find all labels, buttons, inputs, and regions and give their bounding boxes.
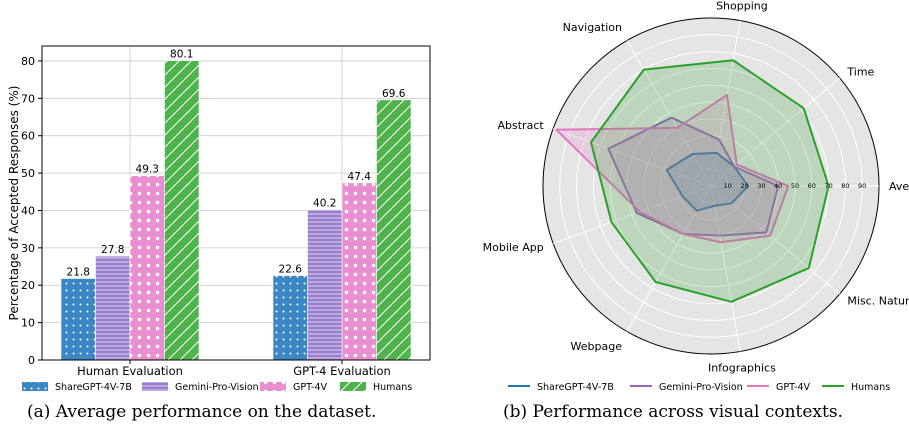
radar-axis-label-5: Mobile App	[483, 241, 544, 254]
bar-data-label: 49.3	[136, 164, 159, 176]
radar-axis-label-6: Webpage	[571, 340, 623, 353]
radar-axis-label-3: Navigation	[563, 21, 622, 34]
bar-chart: 21.8 27.8 49.3 80.1 22.6 40.2 47.4 69.6 0 10 20 30…	[7, 45, 431, 393]
radar-r-tick-label: 90	[858, 182, 866, 190]
bar-x-ticks: Human Evaluation GPT-4 Evaluation	[77, 360, 391, 378]
bar-legend-label-0: ShareGPT-4V-7B	[55, 382, 132, 393]
bar-1-0	[95, 255, 131, 361]
radar-axis-label-1: Time	[846, 66, 874, 79]
radar-legend-label-1: Gemini-Pro-Vision	[659, 382, 743, 393]
radar-axis-labels: Average Time Shopping Navigation Abstract Mob…	[483, 0, 909, 374]
radar-spoke	[710, 185, 741, 352]
bar-y-tick-label: 10	[21, 317, 35, 330]
radar-axis-label-4: Abstract	[498, 119, 545, 132]
radar-spoke	[710, 185, 841, 295]
radar-r-tick-label: 20	[740, 182, 748, 190]
bar-y-tick-label: 70	[21, 92, 35, 105]
bar-3-0	[164, 60, 200, 361]
bar-legend-label-2: GPT-4V	[293, 382, 327, 393]
radar-spoke	[626, 40, 712, 187]
bar-x-tick-label: GPT-4 Evaluation	[293, 364, 391, 378]
radar-r-tick-label: 60	[808, 182, 816, 190]
radar-axis-label-8: Misc. Natural Scenes	[847, 294, 909, 307]
radar-gridlines	[552, 20, 879, 352]
bar-y-tick-label: 20	[21, 279, 35, 292]
bar-0-0	[60, 278, 96, 361]
radar-r-tick-label: 40	[774, 182, 782, 190]
bar-data-label: 69.6	[382, 88, 406, 100]
radar-axis-label-7: Infographics	[708, 361, 776, 374]
bar-legend-label-1: Gemini-Pro-Vision	[175, 382, 259, 393]
radar-spoke	[552, 185, 712, 244]
bar-x-tick-label: Human Evaluation	[77, 364, 183, 378]
caption-right: (b) Performance across visual contexts.	[503, 402, 843, 422]
bar-1-1	[307, 209, 343, 361]
radar-spoke	[710, 77, 841, 187]
bar-y-tick-label: 0	[28, 354, 35, 367]
bar-legend: ShareGPT-4V-7B Gemini-Pro-Vision GPT-4V Hum…	[22, 382, 412, 393]
radar-axis-label-2: Shopping	[716, 0, 768, 13]
bar-y-ticks: 0 10 20 30 40 50 60 70 80	[21, 55, 42, 367]
radar-r-tick-label: 30	[757, 182, 765, 190]
bar-0-1	[272, 275, 308, 361]
radar-legend-label-3: Humans	[851, 382, 890, 393]
bar-3-1	[376, 99, 412, 361]
radar-axis-label-0: Average	[889, 180, 909, 193]
bar-y-tick-label: 40	[21, 204, 35, 217]
bar-legend-swatch-2	[260, 382, 286, 391]
bar-legend-label-3: Humans	[373, 382, 412, 393]
bar-y-tick-label: 30	[21, 242, 35, 255]
bar-data-label: 80.1	[170, 49, 193, 61]
radar-r-tick-label: 10	[724, 182, 732, 190]
radar-r-tick-label: 80	[841, 182, 849, 190]
radar-legend: ShareGPT-4V-7B Gemini-Pro-Vision GPT-4V Hum…	[508, 382, 890, 393]
radar-legend-label-0: ShareGPT-4V-7B	[537, 382, 614, 393]
radar-chart: 10 20 30 40 50 60 70 80 90 Average Time Shopping Na…	[483, 0, 909, 393]
radar-series-0	[665, 151, 749, 212]
radar-spoke	[710, 20, 741, 187]
caption-left: (a) Average performance on the dataset.	[27, 402, 377, 422]
bar-data-label: 22.6	[279, 264, 303, 276]
radar-series-1	[607, 116, 780, 237]
radar-r-tick-label: 50	[791, 182, 799, 190]
bar-y-tick-label: 60	[21, 130, 35, 143]
radar-series	[555, 59, 830, 303]
bar-2-0	[129, 175, 165, 361]
radar-r-ticks: 10 20 30 40 50 60 70 80 90	[724, 182, 867, 190]
bar-data-label: 27.8	[101, 244, 124, 256]
bar-series: 21.8 27.8 49.3 80.1 22.6 40.2 47.4 69.6	[60, 49, 412, 361]
bar-legend-swatch-1	[142, 382, 168, 391]
radar-r-tick-label: 70	[824, 182, 832, 190]
bar-y-axis-label: Percentage of Accepted Responses (%)	[7, 86, 21, 321]
bar-legend-swatch-3	[340, 382, 366, 391]
bar-data-label: 47.4	[348, 171, 372, 183]
bar-data-label: 21.8	[67, 267, 90, 279]
bar-2-1	[341, 182, 377, 361]
bar-y-tick-label: 50	[21, 167, 35, 180]
bar-legend-swatch-0	[22, 382, 48, 391]
bar-data-label: 40.2	[313, 198, 336, 210]
radar-legend-label-2: GPT-4V	[776, 382, 810, 393]
radar-spoke	[552, 128, 712, 187]
bar-y-tick-label: 80	[21, 55, 35, 68]
radar-series-3	[590, 59, 830, 303]
bar-plot-frame	[41, 45, 431, 361]
